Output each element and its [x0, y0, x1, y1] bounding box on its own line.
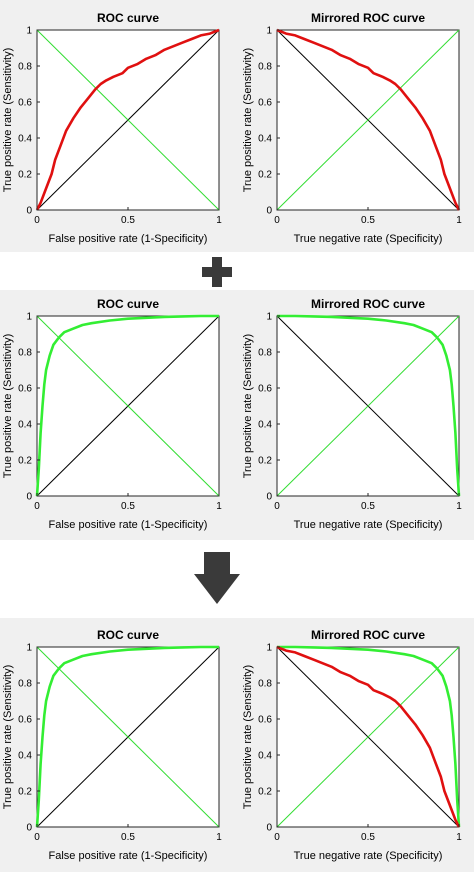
x-tick-label: 0	[34, 501, 40, 512]
y-axis-label: True positive rate (Sensitivity)	[242, 334, 254, 478]
x-tick-label: 1	[216, 501, 222, 512]
x-tick-label: 0.5	[361, 215, 375, 226]
x-axis-label: True negative rate (Specificity)	[294, 850, 443, 862]
y-tick-label: 0.4	[18, 751, 32, 762]
chart-title: Mirrored ROC curve	[311, 297, 425, 311]
x-axis-label: False positive rate (1-Specificity)	[49, 233, 208, 245]
roc-chart: 0 0.5 1 0 0.2 0.4 0.6 0.8 1 ROC curve False positi…	[2, 297, 222, 531]
y-tick-label: 1	[266, 643, 272, 654]
roc-chart: 0 0.5 1 0 0.2 0.4 0.6 0.8 1 ROC curve False positi…	[2, 628, 222, 862]
roc-series-line	[276, 28, 461, 211]
y-tick-label: 0	[266, 206, 272, 217]
y-tick-label: 0.8	[18, 679, 32, 690]
roc-series-line	[35, 645, 219, 828]
roc-chart: 0 0.5 1 0 0.2 0.4 0.6 0.8 1 ROC curve False positi…	[2, 11, 222, 245]
y-tick-label: 0.4	[18, 134, 32, 145]
y-tick-label: 1	[266, 312, 272, 323]
x-axis-label: False positive rate (1-Specificity)	[49, 850, 208, 862]
x-tick-label: 0	[274, 501, 280, 512]
y-axis-label: True positive rate (Sensitivity)	[242, 48, 254, 192]
y-tick-label: 0.2	[18, 170, 32, 181]
x-axis-label: False positive rate (1-Specificity)	[49, 519, 208, 531]
y-tick-label: 0.4	[258, 751, 272, 762]
chart-title: Mirrored ROC curve	[311, 628, 425, 642]
roc-chart: 0 0.5 1 0 0.2 0.4 0.6 0.8 1 Mirrored ROC curve Tru…	[242, 628, 462, 862]
y-tick-label: 0.8	[258, 62, 272, 73]
charts-layer: 0 0.5 1 0 0.2 0.4 0.6 0.8 1 ROC curve False positi…	[2, 11, 462, 862]
y-tick-label: 0	[266, 823, 272, 834]
roc-chart: 0 0.5 1 0 0.2 0.4 0.6 0.8 1 Mirrored ROC curve Tru…	[242, 11, 462, 245]
y-tick-label: 0.2	[258, 787, 272, 798]
x-tick-label: 0.5	[361, 501, 375, 512]
y-tick-label: 0	[26, 206, 32, 217]
y-tick-label: 1	[26, 643, 32, 654]
y-tick-label: 0	[26, 823, 32, 834]
y-tick-label: 0.6	[18, 98, 32, 109]
y-tick-label: 0.2	[18, 456, 32, 467]
y-axis-label: True positive rate (Sensitivity)	[242, 665, 254, 809]
x-tick-label: 1	[456, 832, 462, 843]
reference-line	[36, 646, 220, 828]
roc-series-line	[276, 645, 461, 828]
y-tick-label: 1	[26, 312, 32, 323]
y-tick-label: 0.6	[258, 98, 272, 109]
chart-title: ROC curve	[97, 628, 159, 642]
reference-line	[36, 29, 220, 211]
y-axis-label: True positive rate (Sensitivity)	[2, 48, 14, 192]
x-tick-label: 1	[456, 501, 462, 512]
y-tick-label: 0.2	[258, 456, 272, 467]
chart-title: Mirrored ROC curve	[311, 11, 425, 25]
x-tick-label: 0	[34, 215, 40, 226]
chart-title: ROC curve	[97, 11, 159, 25]
x-tick-label: 0	[274, 832, 280, 843]
y-tick-label: 0.8	[18, 348, 32, 359]
y-tick-label: 0.8	[258, 348, 272, 359]
roc-series-line	[35, 314, 219, 497]
y-tick-label: 0.6	[258, 384, 272, 395]
reference-line	[276, 29, 460, 211]
arrow-down-icon	[194, 552, 240, 604]
x-axis-label: True negative rate (Specificity)	[294, 519, 443, 531]
y-tick-label: 0.4	[258, 420, 272, 431]
x-tick-label: 0	[274, 215, 280, 226]
roc-chart: 0 0.5 1 0 0.2 0.4 0.6 0.8 1 Mirrored ROC curve Tru…	[242, 297, 462, 531]
y-tick-label: 0.6	[18, 384, 32, 395]
y-tick-label: 0.6	[18, 715, 32, 726]
roc-series-line	[277, 314, 461, 497]
reference-line	[36, 315, 220, 497]
reference-line	[276, 646, 460, 828]
x-tick-label: 1	[456, 215, 462, 226]
y-tick-label: 0	[26, 492, 32, 503]
y-tick-label: 0	[266, 492, 272, 503]
y-tick-label: 0.2	[18, 787, 32, 798]
chart-title: ROC curve	[97, 297, 159, 311]
y-tick-label: 0.8	[258, 679, 272, 690]
y-axis-label: True positive rate (Sensitivity)	[2, 334, 14, 478]
roc-series-line	[277, 645, 461, 828]
x-tick-label: 0.5	[121, 832, 135, 843]
x-tick-label: 0.5	[121, 501, 135, 512]
x-tick-label: 1	[216, 832, 222, 843]
y-tick-label: 0.4	[258, 134, 272, 145]
x-tick-label: 0.5	[121, 215, 135, 226]
x-tick-label: 0	[34, 832, 40, 843]
y-tick-label: 1	[266, 26, 272, 37]
x-tick-label: 0.5	[361, 832, 375, 843]
y-tick-label: 0.4	[18, 420, 32, 431]
y-tick-label: 0.2	[258, 170, 272, 181]
x-axis-label: True negative rate (Specificity)	[294, 233, 443, 245]
y-tick-label: 1	[26, 26, 32, 37]
roc-series-line	[35, 28, 220, 211]
plus-icon	[202, 257, 232, 287]
x-tick-label: 1	[216, 215, 222, 226]
y-tick-label: 0.6	[258, 715, 272, 726]
reference-line	[276, 315, 460, 497]
y-axis-label: True positive rate (Sensitivity)	[2, 665, 14, 809]
y-tick-label: 0.8	[18, 62, 32, 73]
